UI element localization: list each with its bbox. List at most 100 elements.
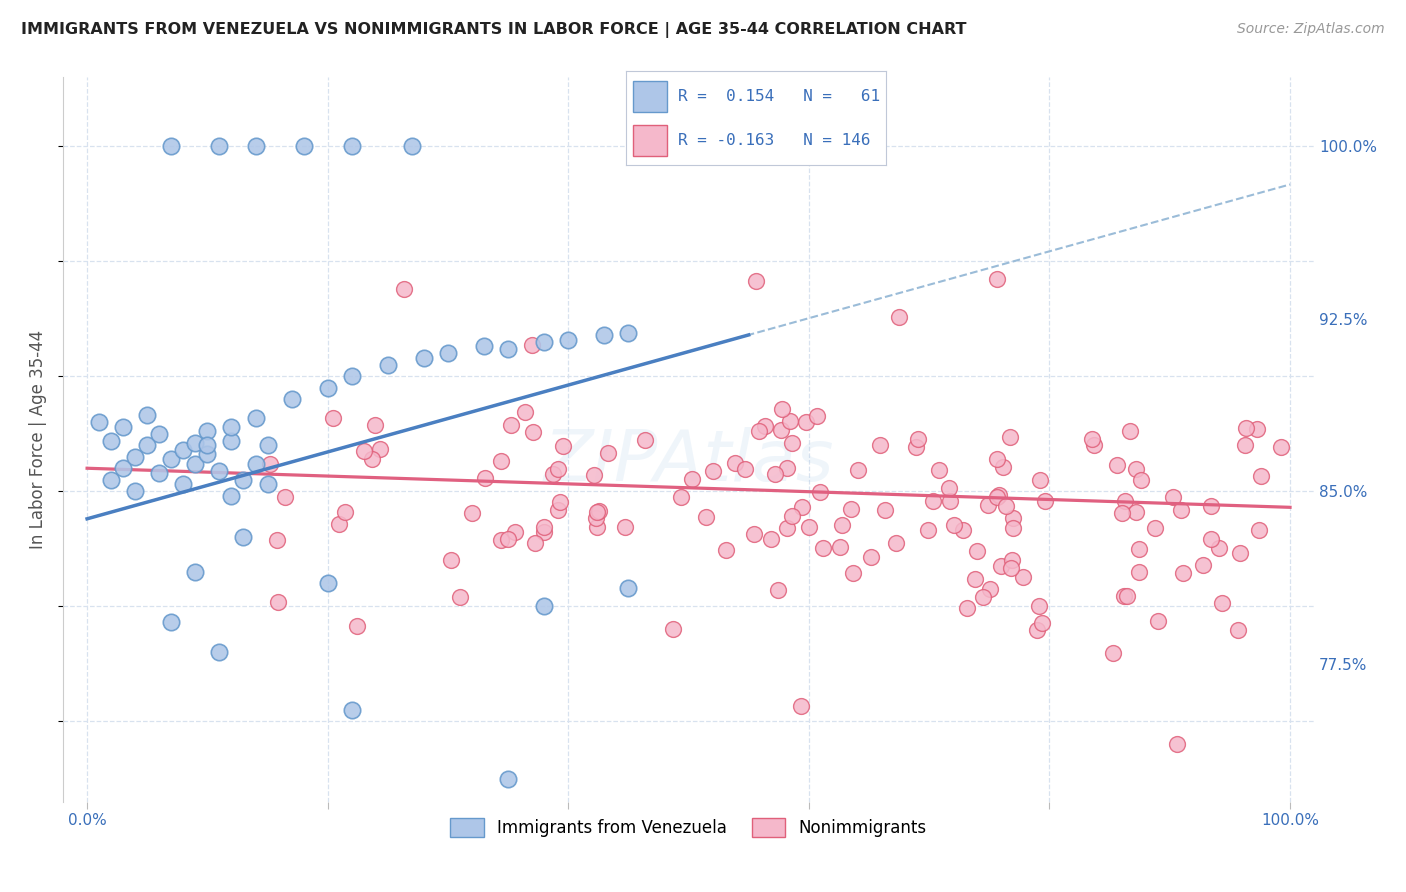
Point xyxy=(1002,521,1025,535)
Point xyxy=(859,549,882,564)
Point xyxy=(184,457,207,471)
Point xyxy=(769,423,792,437)
Point xyxy=(472,339,495,353)
Point xyxy=(1083,438,1105,452)
Point xyxy=(1125,505,1147,519)
Point xyxy=(742,527,765,541)
Point xyxy=(1246,422,1268,436)
Point xyxy=(548,495,571,509)
Point xyxy=(585,505,607,519)
Point xyxy=(547,503,569,517)
Point xyxy=(972,590,994,604)
Point xyxy=(873,502,896,516)
Point xyxy=(1129,473,1152,487)
Point xyxy=(1012,570,1035,584)
Point xyxy=(1166,737,1188,751)
Point xyxy=(292,139,315,153)
Point xyxy=(662,623,685,637)
Point xyxy=(617,581,640,595)
Point xyxy=(986,490,1008,504)
Point xyxy=(274,490,297,504)
Point xyxy=(232,530,254,544)
Point xyxy=(887,310,910,324)
Point xyxy=(776,461,799,475)
Point xyxy=(1028,599,1050,614)
Point xyxy=(593,327,616,342)
Point xyxy=(437,346,460,360)
Point xyxy=(695,509,717,524)
Point xyxy=(917,523,939,537)
Point xyxy=(208,139,231,153)
Point xyxy=(195,447,218,461)
Point xyxy=(489,454,512,468)
Point xyxy=(1114,493,1136,508)
Point xyxy=(361,451,384,466)
Point xyxy=(1173,566,1195,580)
Point xyxy=(496,342,519,356)
Point xyxy=(501,417,523,432)
Point xyxy=(991,460,1014,475)
Point xyxy=(907,433,929,447)
Point xyxy=(353,444,375,458)
Point xyxy=(533,525,555,540)
Point xyxy=(1201,499,1223,513)
Point xyxy=(346,619,368,633)
Point xyxy=(614,520,637,534)
Point xyxy=(221,489,243,503)
Point xyxy=(340,703,363,717)
Point xyxy=(401,139,423,153)
Point xyxy=(533,519,555,533)
Point xyxy=(256,438,278,452)
Point xyxy=(794,416,817,430)
Point xyxy=(392,282,415,296)
Point xyxy=(884,536,907,550)
Point xyxy=(245,410,267,425)
Point xyxy=(551,439,574,453)
Point xyxy=(413,351,436,365)
Point xyxy=(1249,523,1271,537)
Point xyxy=(100,434,122,448)
Point xyxy=(172,442,194,457)
Point xyxy=(986,272,1008,286)
Text: IMMIGRANTS FROM VENEZUELA VS NONIMMIGRANTS IN LABOR FORCE | AGE 35-44 CORRELATIO: IMMIGRANTS FROM VENEZUELA VS NONIMMIGRAN… xyxy=(21,22,966,38)
Point xyxy=(461,506,484,520)
Point xyxy=(998,430,1021,444)
Point xyxy=(316,576,339,591)
Point xyxy=(1146,614,1168,628)
Point xyxy=(748,424,770,438)
Point xyxy=(588,504,610,518)
Point xyxy=(1128,565,1150,579)
Point xyxy=(1111,507,1133,521)
Legend: Immigrants from Venezuela, Nonimmigrants: Immigrants from Venezuela, Nonimmigrants xyxy=(444,812,934,844)
Point xyxy=(1199,532,1222,546)
Point xyxy=(922,494,945,508)
Point xyxy=(496,532,519,546)
Point xyxy=(754,419,776,434)
Point xyxy=(533,599,555,614)
Point xyxy=(148,466,170,480)
Bar xyxy=(634,125,668,156)
Point xyxy=(1233,437,1256,451)
Point xyxy=(440,553,463,567)
Point xyxy=(1033,494,1056,508)
Point xyxy=(1143,521,1166,535)
Point xyxy=(100,473,122,487)
Y-axis label: In Labor Force | Age 35-44: In Labor Force | Age 35-44 xyxy=(30,330,46,549)
Point xyxy=(172,477,194,491)
Point xyxy=(124,450,146,464)
Point xyxy=(208,645,231,659)
Point xyxy=(808,484,831,499)
Point xyxy=(839,502,862,516)
Point xyxy=(776,521,799,535)
Point xyxy=(333,505,356,519)
Point xyxy=(474,470,496,484)
Point xyxy=(160,615,183,630)
Point xyxy=(112,420,135,434)
Point xyxy=(779,414,801,428)
Point xyxy=(596,446,619,460)
Point xyxy=(245,457,267,471)
Point xyxy=(1192,558,1215,572)
Point xyxy=(112,461,135,475)
Point xyxy=(1226,623,1249,637)
Point xyxy=(1229,546,1251,560)
